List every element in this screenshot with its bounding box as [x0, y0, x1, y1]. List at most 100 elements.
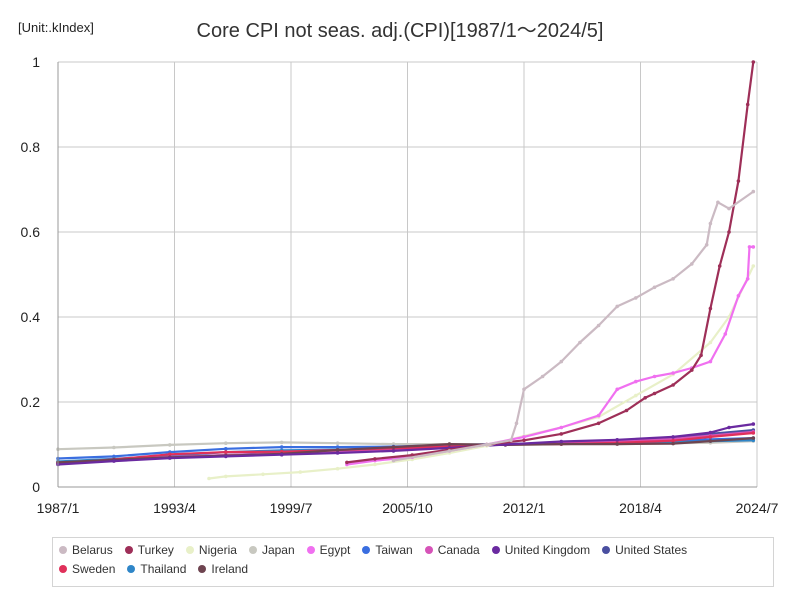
data-point: [224, 474, 228, 479]
data-point: [708, 430, 713, 435]
data-point: [522, 387, 526, 392]
data-point: [615, 438, 619, 442]
legend-item: United States: [602, 542, 687, 558]
data-point: [298, 470, 303, 474]
data-point: [671, 383, 675, 387]
legend-marker: [602, 546, 611, 554]
data-point: [514, 421, 519, 426]
x-tick-label: 2005/10: [382, 500, 433, 516]
data-point: [671, 277, 675, 281]
legend-marker: [59, 565, 67, 573]
legend-label: Japan: [261, 543, 295, 557]
legend-marker: [59, 546, 67, 554]
y-tick-label: 0.2: [21, 394, 41, 410]
data-point: [335, 445, 340, 449]
data-point: [652, 391, 657, 396]
grid: [57, 61, 758, 488]
data-point: [112, 454, 116, 459]
data-point: [596, 323, 601, 328]
data-point: [522, 435, 526, 439]
data-point: [615, 304, 619, 309]
axis-layer: 0 0.2 0.4 0.6 0.8 1 1987/1 1993/4 1999/7 2005/10 2…: [21, 54, 779, 516]
legend-item: Ireland: [198, 561, 248, 577]
data-point: [596, 413, 601, 418]
data-point: [559, 442, 564, 446]
data-point: [708, 359, 713, 364]
data-point: [671, 441, 675, 446]
y-tick-label: 0.6: [21, 224, 41, 240]
data-point: [727, 206, 731, 211]
data-point: [751, 60, 756, 64]
data-point: [652, 374, 657, 379]
legend-label: Belarus: [72, 543, 113, 557]
x-tick-label: 1987/1: [37, 500, 80, 516]
legend-label: Canada: [437, 543, 480, 557]
data-point: [373, 457, 377, 461]
legend-label: Nigeria: [198, 543, 237, 557]
legend-item: Belarus: [59, 542, 113, 558]
data-point: [509, 438, 513, 443]
data-point: [690, 368, 694, 372]
unit-label: [Unit:.kIndex]: [18, 20, 94, 35]
legend-marker: [185, 546, 194, 554]
data-point: [391, 449, 396, 453]
data-point: [335, 448, 340, 452]
data-point: [652, 285, 657, 290]
legend-item: Thailand: [127, 561, 186, 577]
legend-item: Canada: [424, 542, 480, 558]
data-point: [112, 459, 116, 463]
data-point: [751, 264, 756, 268]
data-point: [168, 443, 172, 447]
data-point: [634, 379, 638, 384]
data-point: [345, 460, 349, 465]
data-point: [716, 200, 720, 205]
data-point: [708, 306, 713, 311]
data-point: [279, 452, 284, 457]
data-point: [708, 340, 713, 345]
data-point: [447, 449, 452, 453]
data-point: [559, 432, 564, 436]
legend-marker: [124, 546, 133, 554]
legend-label: Turkey: [137, 543, 174, 557]
series-layer: [56, 60, 756, 481]
data-point: [708, 221, 713, 226]
legend-marker: [424, 546, 433, 554]
data-point: [723, 332, 728, 336]
legend-item: Egypt: [306, 542, 351, 558]
data-point: [727, 425, 731, 430]
x-tick-label: 2012/1: [503, 500, 546, 516]
data-point: [751, 189, 756, 194]
x-tick-label: 1999/7: [270, 500, 313, 516]
data-point: [747, 245, 752, 249]
data-point: [168, 452, 172, 457]
data-point: [643, 396, 647, 400]
data-point: [559, 359, 564, 364]
legend-item: Nigeria: [185, 542, 237, 558]
data-point: [634, 296, 638, 300]
chart-title: Core CPI not seas. adj.(CPI)[1987/1～2024…: [196, 20, 604, 42]
data-point: [615, 442, 619, 446]
y-tick-label: 1: [32, 54, 40, 70]
data-point: [708, 439, 713, 443]
y-tick-label: 0: [32, 479, 40, 495]
data-point: [717, 264, 722, 268]
legend-marker: [127, 565, 136, 573]
data-point: [279, 440, 284, 445]
legend-marker: [306, 546, 315, 554]
data-point: [634, 393, 638, 398]
legend-label: Sweden: [72, 562, 116, 576]
data-point: [224, 454, 228, 459]
data-point: [168, 456, 172, 460]
legend-label: Egypt: [319, 543, 351, 557]
x-tick-label: 2024/7: [736, 500, 779, 516]
legend-label: Thailand: [140, 562, 187, 576]
data-point: [615, 387, 619, 392]
legend-marker: [491, 546, 500, 554]
y-tick-label: 0.8: [21, 139, 41, 155]
data-point: [559, 439, 564, 444]
legend-label: Taiwan: [375, 543, 413, 557]
x-tick-label: 2018/4: [619, 500, 662, 516]
data-point: [751, 422, 756, 426]
legend-label: United Kingdom: [504, 543, 591, 557]
legend: Belarus Turkey Nigeria Japan Egypt Taiwan Cana…: [52, 537, 774, 587]
